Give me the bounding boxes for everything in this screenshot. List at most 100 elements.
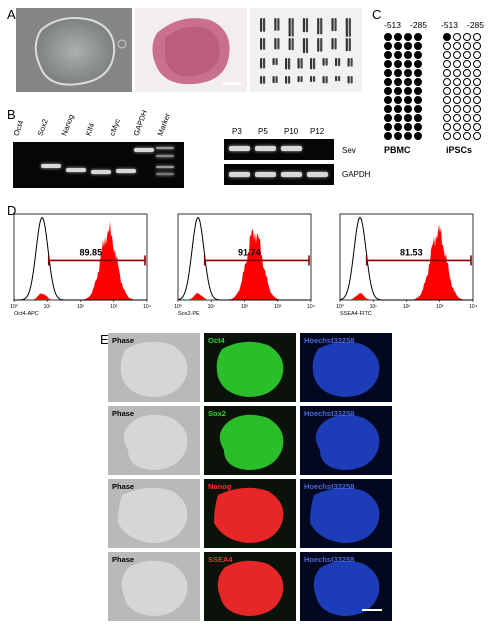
unmethylated-cpg <box>463 87 471 95</box>
axis-tick-label: 10⁴ <box>469 304 477 310</box>
panel-label-d: D <box>7 203 17 218</box>
sev-row-label: Sev <box>342 146 356 155</box>
gapdh-row-label: GAPDH <box>342 170 371 179</box>
methylated-cpg <box>394 33 402 41</box>
axis-label: Oct4-APC <box>14 311 39 317</box>
gel-lane-label: Sox2 <box>35 117 50 137</box>
axis-tick-label: 10³ <box>436 304 444 310</box>
axis-label: Sox2-PE <box>178 311 200 317</box>
axis-tick-label: 10⁴ <box>143 304 151 310</box>
hoechst-stain-image: Hoechst33258 <box>300 406 392 475</box>
unmethylated-cpg <box>473 60 481 68</box>
methylated-cpg <box>414 123 422 131</box>
unmethylated-cpg <box>443 87 451 95</box>
ipscs-label: iPSCs <box>446 145 473 155</box>
methylated-cpg <box>404 33 412 41</box>
unmethylated-cpg <box>463 33 471 41</box>
unmethylated-cpg <box>473 96 481 104</box>
unmethylated-cpg <box>453 42 461 50</box>
gel-lane-label: GAPDH <box>131 108 150 137</box>
unmethylated-cpg <box>463 78 471 86</box>
channel-label: Hoechst33258 <box>304 482 355 491</box>
unmethylated-cpg <box>443 78 451 86</box>
marker-stain-image: SSEA4 <box>204 552 296 621</box>
methylated-cpg <box>414 51 422 59</box>
methylated-cpg <box>404 87 412 95</box>
unmethylated-cpg <box>473 42 481 50</box>
methylated-cpg <box>404 60 412 68</box>
methylated-cpg <box>414 33 422 41</box>
unmethylated-cpg <box>463 60 471 68</box>
isotype-control-histogram <box>339 216 473 301</box>
unmethylated-cpg <box>473 114 481 122</box>
cpg-position-285-ipsc: -285 <box>467 20 485 30</box>
flow-cytometry-panel: 89.85 10⁰ 10¹ 10² 10³ 10⁴ Oct4-APC 91.74 10⁰ 10¹ 1… <box>10 213 477 317</box>
methylated-cpg <box>384 132 392 140</box>
unmethylated-cpg <box>443 51 451 59</box>
scale-bar <box>362 609 382 611</box>
channel-label: Sox2 <box>208 409 226 418</box>
passage-lane-label: P5 <box>258 127 268 136</box>
histogram-0: 89.85 10⁰ 10¹ 10² 10³ 10⁴ Oct4-APC <box>10 213 151 317</box>
cpg-position-513-ipsc: -513 <box>441 20 459 30</box>
marker-stain-image: Sox2 <box>204 406 296 475</box>
unmethylated-cpg <box>443 123 451 131</box>
unmethylated-cpg <box>473 132 481 140</box>
methylated-cpg <box>384 42 392 50</box>
methylated-cpg <box>384 33 392 41</box>
unmethylated-cpg <box>463 42 471 50</box>
unmethylated-cpg <box>473 105 481 113</box>
methylated-cpg <box>394 96 402 104</box>
histogram-1: 91.74 10⁰ 10¹ 10² 10³ 10⁴ Sox2-PE <box>174 213 315 317</box>
channel-label: Phase <box>112 482 135 491</box>
phase-contrast-image: Phase <box>108 333 200 402</box>
methylated-cpg <box>443 33 451 41</box>
phase-contrast-image: Phase <box>108 552 200 621</box>
isotype-control-histogram <box>177 216 311 301</box>
sendai-virus-gel <box>224 139 334 160</box>
unmethylated-cpg <box>463 69 471 77</box>
alkaline-phosphatase-stain-image <box>135 8 247 92</box>
unmethylated-cpg <box>463 132 471 140</box>
axis-tick-label: 10⁴ <box>307 304 315 310</box>
axis-tick-label: 10² <box>77 304 85 310</box>
unmethylated-cpg <box>473 51 481 59</box>
unmethylated-cpg <box>453 105 461 113</box>
methylated-cpg <box>394 87 402 95</box>
axis-tick-label: 10⁰ <box>174 304 182 310</box>
methylated-cpg <box>384 78 392 86</box>
methylated-cpg <box>394 132 402 140</box>
ipsc-colony-phase-image <box>16 8 132 92</box>
unmethylated-cpg <box>463 123 471 131</box>
marker-stain-image: Nanog <box>204 479 296 548</box>
methylated-cpg <box>394 42 402 50</box>
methylated-cpg <box>414 69 422 77</box>
unmethylated-cpg <box>443 96 451 104</box>
unmethylated-cpg <box>453 78 461 86</box>
histogram-frame <box>13 213 148 301</box>
gel-lane-label: Marker <box>155 111 172 137</box>
methylated-cpg <box>394 69 402 77</box>
methylated-cpg <box>414 78 422 86</box>
passage-lane-label: P12 <box>310 127 325 136</box>
panel-label-c: C <box>372 7 382 22</box>
axis-tick-label: 10² <box>241 304 249 310</box>
axis-tick-label: 10¹ <box>370 304 378 310</box>
methylated-cpg <box>394 51 402 59</box>
passage-lane-label: P10 <box>284 127 299 136</box>
methylated-cpg <box>404 69 412 77</box>
panel-label-a: A <box>7 7 16 22</box>
isotype-control-histogram <box>13 216 147 301</box>
unmethylated-cpg <box>463 105 471 113</box>
percent-positive-label: 89.85 <box>80 247 103 257</box>
channel-label: Phase <box>112 555 135 564</box>
panel-label-e: E <box>100 332 109 347</box>
hoechst-stain-image: Hoechst33258 <box>300 333 392 402</box>
channel-label: Hoechst33258 <box>304 555 355 564</box>
methylated-cpg <box>414 96 422 104</box>
histogram-2: 81.53 10⁰ 10¹ 10² 10³ 10⁴ SSEA4-FITC <box>336 213 477 317</box>
unmethylated-cpg <box>453 60 461 68</box>
unmethylated-cpg <box>473 78 481 86</box>
panel-label-b: B <box>7 107 16 122</box>
axis-tick-label: 10³ <box>274 304 282 310</box>
